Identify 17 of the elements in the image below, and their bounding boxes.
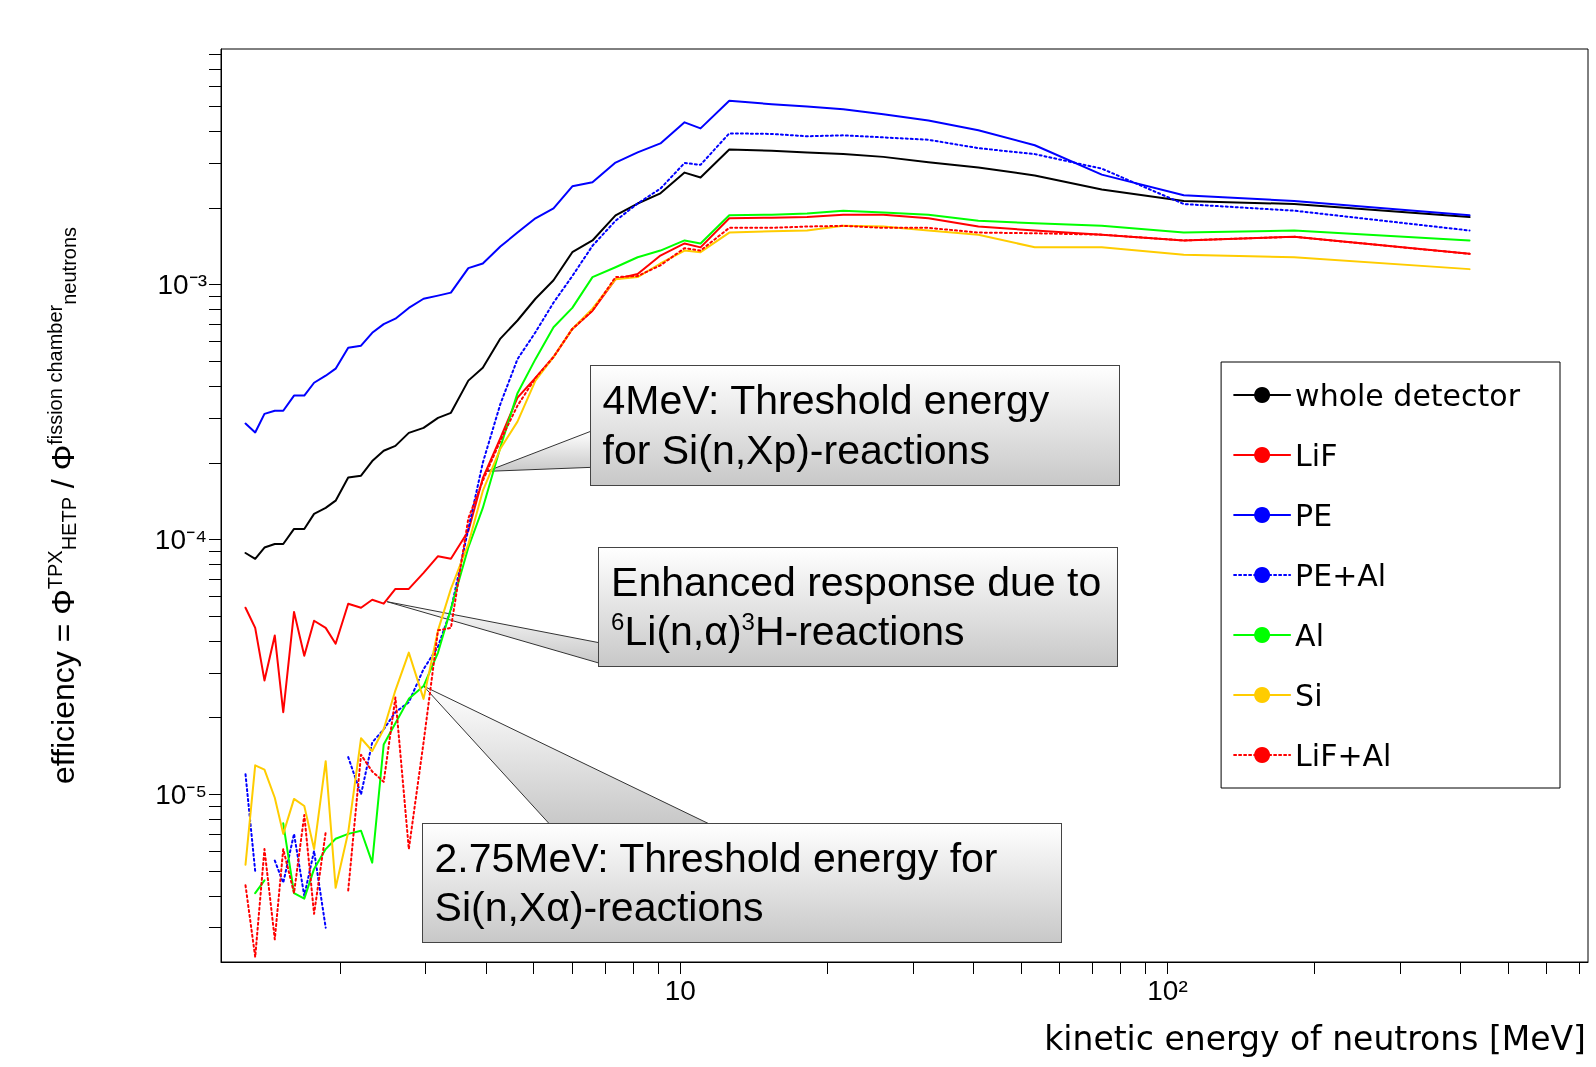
annotation: Enhanced response due to $^{6}$Li(n,α)$^{3}$H-reactions [598, 546, 1119, 668]
legend-label: Al [1295, 617, 1324, 653]
legend-label: PE+Al [1295, 557, 1387, 593]
legend-label: LiF+Al [1295, 737, 1392, 773]
y-tick-label: 10⁻⁵ [155, 778, 207, 810]
x-tick-label: 10 [664, 974, 696, 1006]
annotation: 4MeV: Threshold energy for Si(n,Xp)-reactions [589, 365, 1120, 486]
x-axis-title: kinetic energy of neutrons [MeV] [1044, 1019, 1586, 1058]
annotation: 2.75MeV: Threshold energy for Si(n,Xα)-reactions [421, 823, 1062, 944]
x-tick-label: 10² [1147, 974, 1188, 1006]
y-axis-title: efficiency = ΦTPXHETP / Φfission chamberneutrons [44, 226, 81, 785]
y-tick-label: 10⁻⁴ [154, 523, 207, 555]
legend-label: LiF [1295, 437, 1338, 473]
legend-label: PE [1295, 497, 1333, 533]
y-tick-label: 10⁻³ [157, 269, 207, 301]
legend-label: Si [1295, 677, 1323, 713]
legend-label: whole detector [1295, 377, 1521, 413]
